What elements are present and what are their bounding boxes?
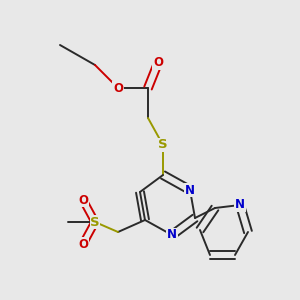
Text: S: S xyxy=(90,215,100,229)
Text: N: N xyxy=(185,184,195,196)
Text: O: O xyxy=(113,82,123,94)
Text: S: S xyxy=(158,139,168,152)
Text: O: O xyxy=(78,238,88,250)
Text: N: N xyxy=(235,199,245,212)
Text: N: N xyxy=(167,229,177,242)
Text: O: O xyxy=(153,56,163,70)
Text: O: O xyxy=(78,194,88,206)
